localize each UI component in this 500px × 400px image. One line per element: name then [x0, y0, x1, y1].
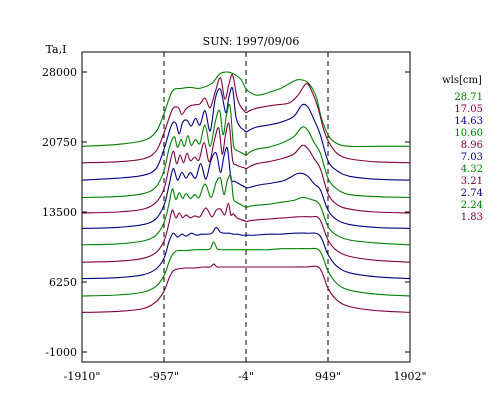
series-lines	[81, 71, 411, 313]
legend-entry: 28.71	[454, 92, 483, 103]
chart-title: SUN: 1997/09/06	[203, 35, 300, 48]
series-line-2-24	[81, 241, 411, 297]
series-line-14-63	[81, 87, 411, 181]
series-line-10-60	[81, 103, 411, 199]
y-tick-label: 13500	[42, 206, 77, 219]
legend-entry: 10.60	[454, 128, 483, 139]
legend-entry: 14.63	[454, 116, 483, 127]
series-line-2-74	[81, 226, 411, 280]
series-line-1-83	[81, 263, 411, 313]
legend-entry: 2.24	[461, 200, 483, 211]
legend-entry: 2.74	[461, 188, 483, 199]
x-tick-label: -957"	[149, 370, 179, 383]
legend-entry: 4.32	[461, 164, 483, 175]
x-tick-labels: -1910" -957" -4" 949" 1902"	[64, 357, 427, 383]
y-tick-label: 6250	[49, 276, 77, 289]
series-line-28-71	[81, 71, 410, 148]
y-tick-label: 20750	[42, 136, 77, 149]
y-tick-labels: -1000 6250 13500 20750 28000	[42, 66, 410, 359]
legend-entry: 17.05	[454, 104, 483, 115]
series-line-7-03	[81, 146, 411, 229]
x-tick-label: -4"	[238, 370, 254, 383]
x-tick-label: -1910"	[64, 370, 101, 383]
series-line-4-32	[81, 174, 411, 246]
legend-entry: 3.21	[461, 176, 483, 187]
series-line-8-96	[81, 122, 411, 214]
legend: 28.7117.0514.6310.608.967.034.323.212.74…	[454, 92, 483, 223]
x-tick-label: 1902"	[393, 370, 426, 383]
y-tick-label: -1000	[45, 346, 77, 359]
series-line-3-21	[81, 202, 411, 263]
y-tick-label: 28000	[42, 66, 77, 79]
series-line-17-05	[81, 73, 411, 164]
legend-entry: 1.83	[461, 212, 483, 223]
legend-entry: 8.96	[461, 140, 483, 151]
legend-title: wls[cm]	[442, 75, 482, 86]
y-axis-label: Ta,I	[46, 43, 67, 56]
x-tick-label: 949"	[315, 370, 341, 383]
legend-entry: 7.03	[461, 152, 483, 163]
